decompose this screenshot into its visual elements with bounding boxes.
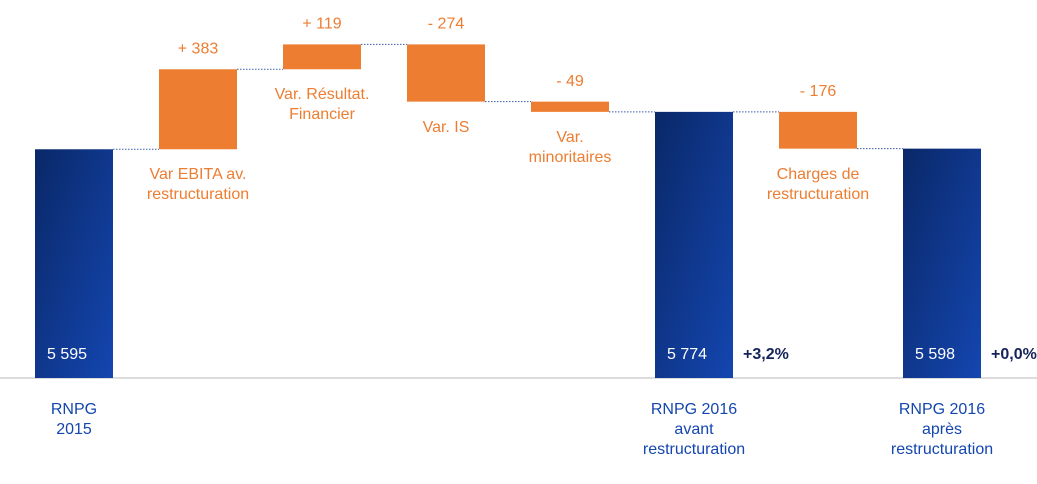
value-label: - 274 — [428, 16, 465, 33]
delta-bar — [531, 101, 609, 112]
value-label: - 49 — [556, 73, 584, 90]
total-bar — [903, 148, 981, 378]
category-label: Var. IS — [422, 118, 470, 136]
category-label: Var. Résultat. Financier — [274, 86, 370, 124]
annotation: +0,0% — [991, 346, 1037, 363]
category-label: RNPG 2016 avant restructuration — [642, 401, 746, 458]
value-label: 5 598 — [915, 346, 955, 363]
category-label: Var. minoritaires — [528, 128, 612, 166]
category-label: RNPG 2016 après restructuration — [890, 401, 994, 458]
category-label: Var EBITA av. restructuration — [146, 166, 250, 204]
value-label: - 176 — [800, 83, 837, 100]
value-label: + 119 — [302, 16, 341, 33]
delta-bar — [283, 44, 361, 70]
value-label: + 383 — [178, 40, 219, 57]
delta-bar — [159, 69, 237, 150]
value-label: 5 595 — [47, 346, 87, 363]
annotation: +3,2% — [743, 346, 789, 363]
value-label: 5 774 — [667, 346, 707, 363]
total-bar — [35, 149, 113, 378]
delta-bar — [779, 111, 857, 149]
category-label: Charges de restructuration — [766, 165, 870, 203]
delta-bar — [407, 44, 485, 102]
total-bar — [655, 111, 733, 379]
category-label: RNPG 2015 — [50, 401, 98, 438]
